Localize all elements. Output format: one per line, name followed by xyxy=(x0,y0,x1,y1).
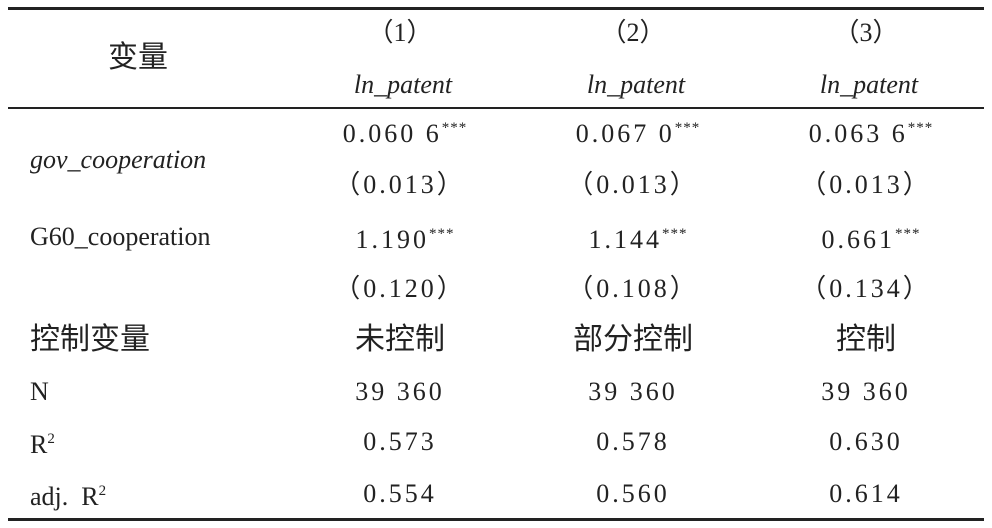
row-label: gov_cooperation xyxy=(30,145,207,174)
column-number: （2） xyxy=(600,18,666,47)
coefficient-value: 0.060 6 xyxy=(342,119,442,148)
column-number: （3） xyxy=(833,18,899,47)
superscript: *** xyxy=(429,226,455,242)
controls-label: 控制变量 xyxy=(30,322,150,357)
coefficient: 0.067 0*** xyxy=(576,113,701,149)
standard-error: （0.013） xyxy=(567,170,699,199)
dependent-variable: ln_patent xyxy=(353,70,453,99)
header-rule xyxy=(8,107,984,109)
bottom-rule xyxy=(8,518,984,521)
standard-error: （0.134） xyxy=(800,274,932,303)
coefficient: 0.060 6*** xyxy=(343,113,468,149)
stat-cell: 0.630 xyxy=(829,427,903,456)
stat-cell: 0.573 xyxy=(363,427,437,456)
stat-label: N xyxy=(30,377,49,407)
stat-cell: 39 360 xyxy=(821,377,911,406)
stat-cell: 39 360 xyxy=(588,377,678,406)
top-rule xyxy=(8,7,984,10)
superscript: *** xyxy=(674,120,701,136)
controls-cell: 控制 xyxy=(836,322,896,357)
coefficient: 1.190*** xyxy=(356,219,455,255)
standard-error: （0.108） xyxy=(567,274,699,303)
stat-label-text: R xyxy=(30,430,48,459)
controls-cell: 部分控制 xyxy=(573,322,693,357)
superscript: *** xyxy=(895,226,921,242)
stat-label: adj. R2 xyxy=(30,476,107,512)
column-number: （1） xyxy=(367,18,433,47)
coefficient-value: 0.067 0 xyxy=(575,119,675,148)
superscript: *** xyxy=(441,120,468,136)
standard-error: （0.013） xyxy=(800,170,932,199)
coefficient-value: 0.063 6 xyxy=(808,119,908,148)
standard-error: （0.120） xyxy=(334,274,466,303)
coefficient-value: 1.144 xyxy=(588,225,662,254)
coefficient: 0.661*** xyxy=(822,219,921,255)
superscript: 2 xyxy=(98,483,108,499)
coefficient: 0.063 6*** xyxy=(809,113,934,149)
stat-cell: 39 360 xyxy=(355,377,445,406)
stat-cell: 0.578 xyxy=(596,427,670,456)
dependent-variable: ln_patent xyxy=(586,70,686,99)
header-label: 变量 xyxy=(108,40,168,75)
stat-label-text: adj. R xyxy=(30,482,99,511)
stat-cell: 0.554 xyxy=(363,479,437,508)
superscript: *** xyxy=(907,120,934,136)
dependent-variable: ln_patent xyxy=(819,70,919,99)
stat-label-text: N xyxy=(30,377,49,406)
superscript: *** xyxy=(662,226,688,242)
coefficient: 1.144*** xyxy=(589,219,688,255)
controls-cell: 未控制 xyxy=(355,322,445,357)
coefficient-value: 1.190 xyxy=(355,225,429,254)
superscript: 2 xyxy=(47,431,56,447)
row-label: G60_cooperation xyxy=(30,222,211,251)
stat-label: R2 xyxy=(30,424,56,460)
coefficient-value: 0.661 xyxy=(821,225,895,254)
standard-error: （0.013） xyxy=(334,170,466,199)
stat-cell: 0.614 xyxy=(829,479,903,508)
stat-cell: 0.560 xyxy=(596,479,670,508)
